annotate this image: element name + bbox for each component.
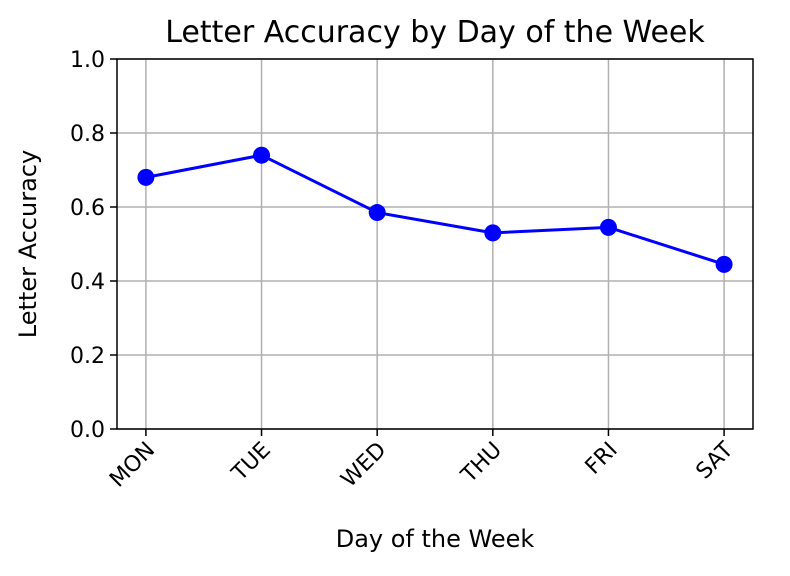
x-tick-label-wed: WED <box>337 438 392 493</box>
data-point-tue <box>253 146 271 164</box>
x-tick-label-thu: THU <box>456 438 507 489</box>
y-tick-label: 0.6 <box>70 196 105 221</box>
data-point-sat <box>715 255 733 273</box>
y-tick-label: 0.0 <box>70 418 105 443</box>
x-tick-label-fri: FRI <box>581 438 623 480</box>
y-tick-label: 0.4 <box>70 270 105 295</box>
y-axis-label: Letter Accuracy <box>14 150 42 338</box>
x-axis: MON TUE WED THU FRI SAT <box>105 429 739 493</box>
y-tick-label: 0.8 <box>70 122 105 147</box>
plot-frame <box>116 58 754 430</box>
data-point-fri <box>599 218 617 236</box>
x-axis-label: Day of the Week <box>336 525 535 553</box>
data-point-mon <box>137 168 155 186</box>
data-point-thu <box>484 224 502 242</box>
y-tick-label: 1.0 <box>70 48 105 73</box>
chart-title: Letter Accuracy by Day of the Week <box>165 15 705 50</box>
x-tick-label-sat: SAT <box>692 437 739 484</box>
y-tick-label: 0.2 <box>70 344 105 369</box>
series-line <box>145 153 725 266</box>
x-tick-label-tue: TUE <box>227 438 276 487</box>
x-tick-label-mon: MON <box>105 438 160 493</box>
data-point-wed <box>368 204 386 222</box>
series-layer <box>137 146 733 273</box>
y-axis: 0.0 0.2 0.4 0.6 0.8 1.0 <box>70 48 117 443</box>
